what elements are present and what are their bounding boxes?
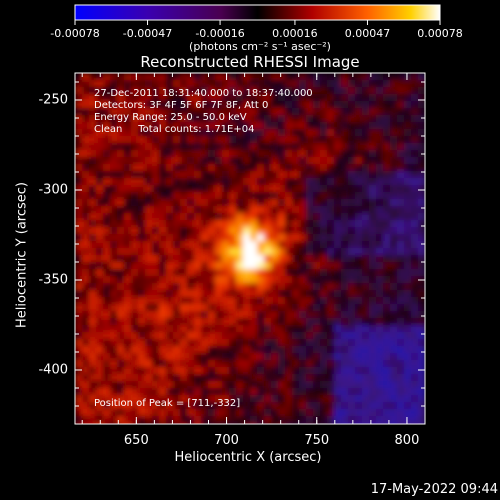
x-axis-label: Heliocentric X (arcsec) (174, 450, 322, 465)
plot-timestamp: 17-May-2022 09:44 (370, 482, 498, 497)
colorbar-tick-label: 0.00016 (272, 27, 318, 40)
colorbar-tick-label: 0.00078 (417, 27, 463, 40)
y-axis-label: Heliocentric Y (arcsec) (14, 182, 30, 328)
y-tick-label: -250 (38, 92, 68, 108)
heatmap-image (75, 73, 425, 424)
chart-title: Reconstructed RHESSI Image (140, 53, 360, 71)
x-tick-label: 800 (394, 433, 420, 448)
y-tick-label: -350 (38, 272, 68, 288)
colorbar-tick-label: -0.00016 (195, 27, 245, 40)
y-tick-label: -400 (38, 362, 68, 378)
annotation-time-range: 27-Dec-2011 18:31:40.000 to 18:37:40.000 (94, 88, 313, 99)
annotation-energy-range: Energy Range: 25.0 - 50.0 keV (94, 112, 247, 123)
annotation-peak-position: Position of Peak = [711,-332] (94, 398, 241, 409)
x-tick-label: 750 (304, 433, 330, 448)
colorbar-tick-label: -0.00078 (50, 27, 100, 40)
colorbar-ticks (74, 20, 441, 25)
axis-ticks (75, 73, 426, 425)
colorbar-tick-label: -0.00047 (122, 27, 173, 40)
colorbar-units-label: (photons cm⁻² s⁻¹ asec⁻²) (189, 40, 331, 53)
colorbar (74, 4, 441, 21)
x-tick-label: 700 (214, 433, 239, 448)
plot-frame (74, 72, 426, 425)
annotation-clean-counts: Clean Total counts: 1.71E+04 (94, 124, 255, 135)
y-tick-label: -300 (38, 182, 68, 198)
annotation-detectors: Detectors: 3F 4F 5F 6F 7F 8F, Att 0 (94, 100, 269, 111)
colorbar-tick-label: 0.00047 (344, 27, 391, 40)
x-tick-label: 650 (123, 433, 149, 448)
